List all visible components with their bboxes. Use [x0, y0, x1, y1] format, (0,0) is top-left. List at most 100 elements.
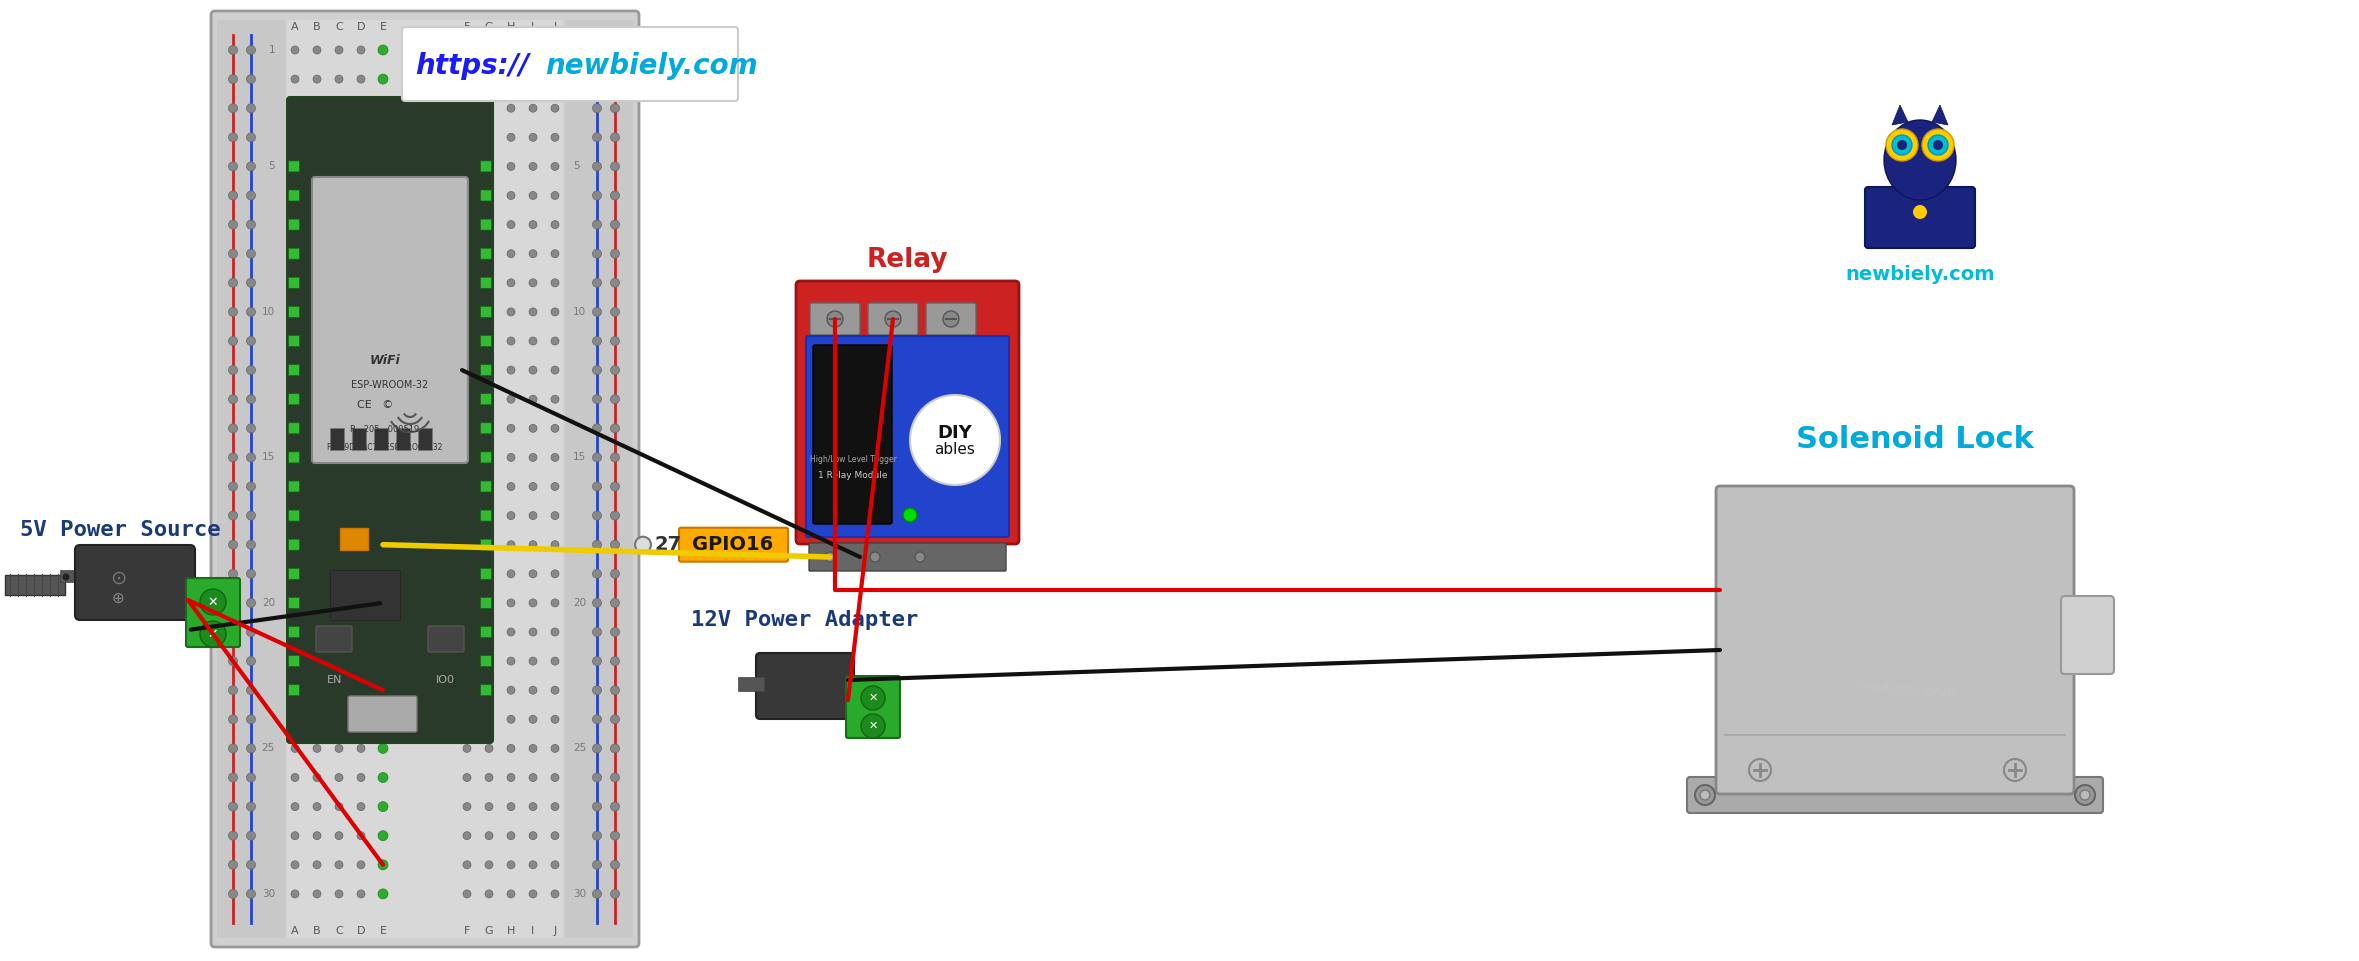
Circle shape — [592, 424, 602, 432]
Circle shape — [592, 831, 602, 840]
Circle shape — [592, 802, 602, 811]
Circle shape — [462, 279, 472, 286]
FancyBboxPatch shape — [481, 655, 491, 667]
Circle shape — [592, 686, 602, 695]
Circle shape — [314, 75, 321, 83]
Circle shape — [592, 599, 602, 607]
Circle shape — [592, 220, 602, 229]
Circle shape — [377, 133, 387, 142]
Text: F: F — [465, 22, 469, 32]
Circle shape — [229, 279, 238, 287]
Circle shape — [377, 656, 387, 666]
Circle shape — [245, 395, 255, 404]
Circle shape — [229, 482, 238, 491]
Circle shape — [356, 425, 366, 432]
Circle shape — [1923, 129, 1953, 161]
Circle shape — [552, 191, 559, 200]
Circle shape — [507, 599, 514, 607]
Text: 25: 25 — [262, 744, 276, 753]
Circle shape — [611, 161, 620, 171]
FancyBboxPatch shape — [401, 27, 738, 101]
Circle shape — [552, 541, 559, 549]
FancyBboxPatch shape — [814, 345, 892, 524]
Circle shape — [507, 46, 514, 54]
Circle shape — [462, 599, 472, 607]
Circle shape — [528, 162, 538, 170]
Circle shape — [507, 395, 514, 404]
Circle shape — [462, 250, 472, 258]
Circle shape — [356, 191, 366, 200]
Text: 20: 20 — [573, 598, 585, 608]
Circle shape — [335, 250, 342, 258]
Circle shape — [528, 221, 538, 229]
Circle shape — [486, 686, 493, 694]
Circle shape — [380, 628, 387, 636]
Circle shape — [335, 541, 342, 549]
Circle shape — [290, 686, 300, 694]
Circle shape — [245, 599, 255, 607]
Text: 1: 1 — [269, 45, 276, 55]
Circle shape — [335, 104, 342, 112]
Circle shape — [229, 424, 238, 432]
Circle shape — [229, 75, 238, 84]
Circle shape — [356, 221, 366, 229]
Circle shape — [314, 890, 321, 898]
Circle shape — [911, 395, 1000, 485]
Circle shape — [335, 802, 342, 810]
Circle shape — [290, 308, 300, 316]
Circle shape — [507, 454, 514, 461]
Circle shape — [229, 104, 238, 112]
Circle shape — [290, 774, 300, 781]
Circle shape — [335, 162, 342, 170]
Polygon shape — [5, 575, 66, 595]
Circle shape — [528, 715, 538, 724]
FancyBboxPatch shape — [481, 539, 491, 551]
Circle shape — [592, 75, 602, 84]
Text: J: J — [554, 926, 557, 936]
Circle shape — [314, 599, 321, 607]
Bar — [738, 677, 764, 691]
Circle shape — [552, 657, 559, 665]
Circle shape — [314, 366, 321, 374]
Text: ESP-WROOM-32: ESP-WROOM-32 — [351, 380, 429, 390]
Text: newbiely.com: newbiely.com — [1852, 678, 1958, 702]
Circle shape — [528, 570, 538, 578]
Circle shape — [290, 541, 300, 549]
FancyBboxPatch shape — [75, 545, 196, 620]
Circle shape — [380, 511, 387, 520]
Circle shape — [611, 279, 620, 287]
Circle shape — [356, 162, 366, 170]
Text: F: F — [465, 926, 469, 936]
Circle shape — [229, 860, 238, 870]
Circle shape — [462, 686, 472, 694]
Circle shape — [245, 628, 255, 636]
Circle shape — [229, 715, 238, 724]
Text: ⊕: ⊕ — [111, 590, 125, 605]
Circle shape — [552, 599, 559, 607]
Circle shape — [290, 570, 300, 578]
Circle shape — [229, 802, 238, 811]
Text: 5V Power Source: 5V Power Source — [19, 520, 222, 540]
Circle shape — [335, 599, 342, 607]
Circle shape — [229, 540, 238, 549]
Circle shape — [1927, 135, 1949, 155]
Circle shape — [611, 249, 620, 259]
Text: E: E — [380, 926, 387, 936]
Polygon shape — [1932, 105, 1949, 125]
Circle shape — [229, 308, 238, 316]
Circle shape — [380, 599, 387, 607]
Circle shape — [552, 308, 559, 316]
Circle shape — [486, 570, 493, 578]
Circle shape — [380, 831, 387, 840]
FancyBboxPatch shape — [288, 539, 300, 551]
Circle shape — [380, 802, 387, 810]
Circle shape — [356, 890, 366, 898]
Circle shape — [356, 454, 366, 461]
FancyBboxPatch shape — [481, 423, 491, 433]
FancyBboxPatch shape — [809, 303, 861, 335]
Circle shape — [229, 365, 238, 375]
Circle shape — [290, 75, 300, 83]
Circle shape — [377, 510, 387, 521]
FancyBboxPatch shape — [311, 177, 467, 463]
Circle shape — [528, 774, 538, 781]
